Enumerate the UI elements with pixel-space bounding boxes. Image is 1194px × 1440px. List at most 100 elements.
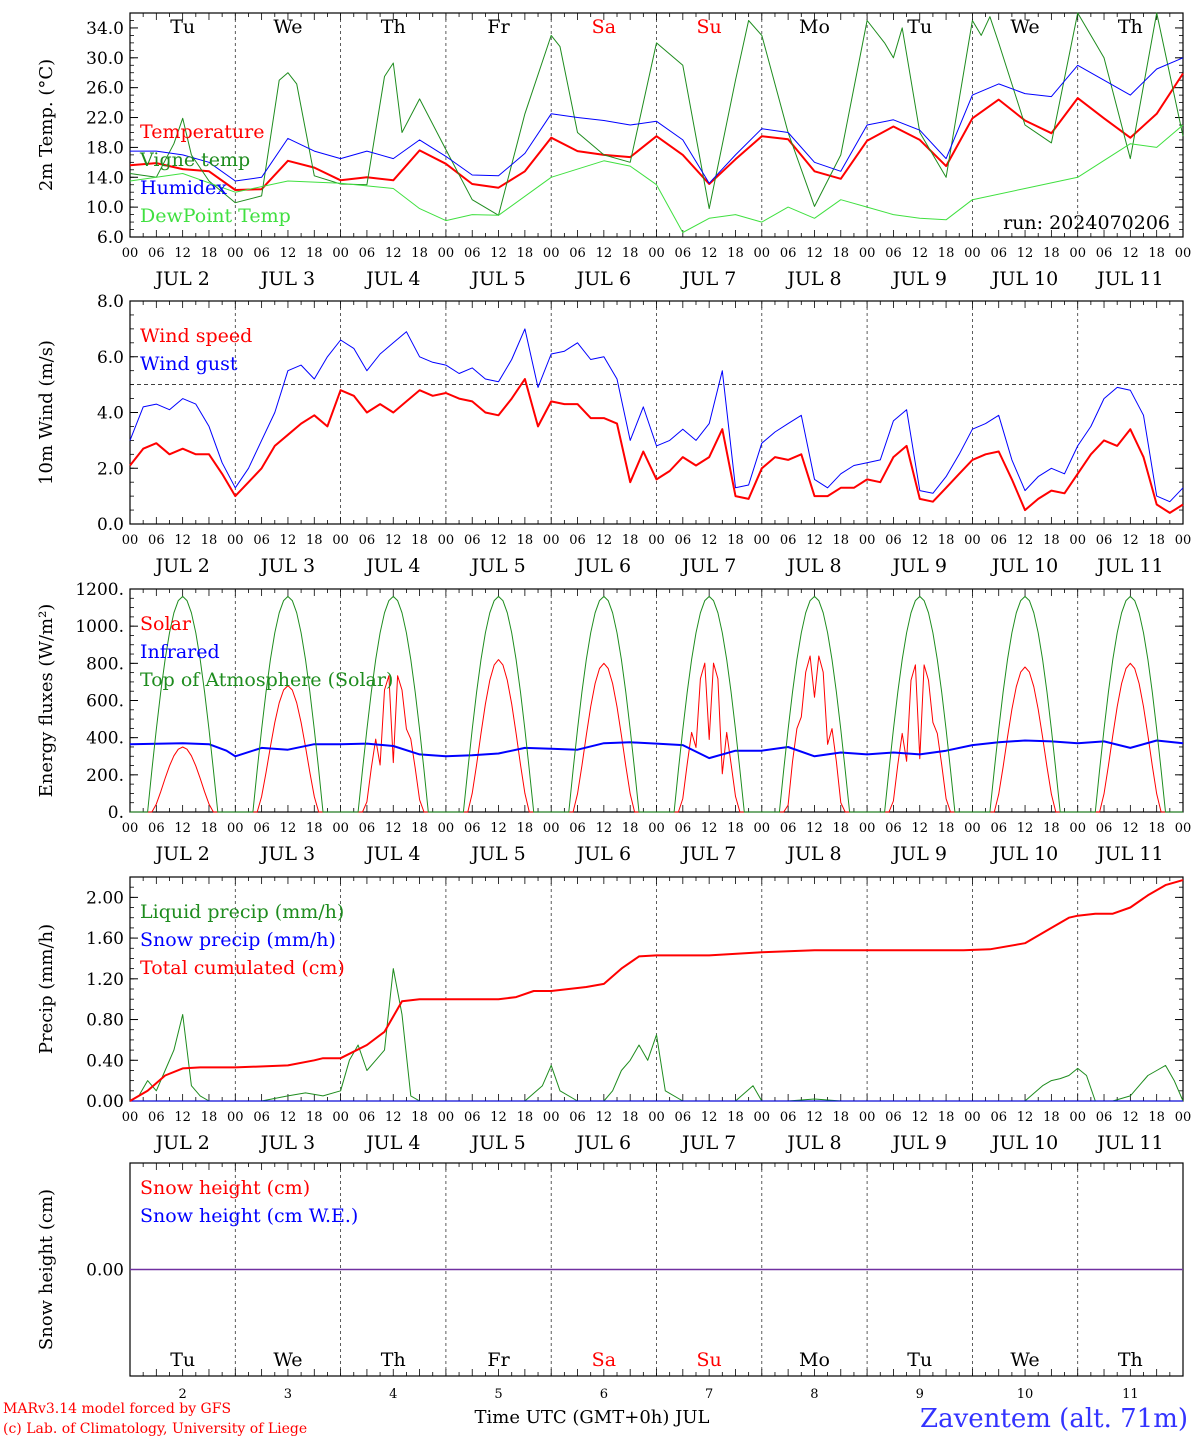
date-label: JUL 8 [785, 268, 841, 290]
hour-label: 12 [1122, 246, 1139, 261]
hour-label: 18 [622, 246, 639, 261]
hour-label: 06 [1096, 246, 1113, 261]
hour-label: 18 [622, 821, 639, 836]
hour-label: 06 [675, 533, 692, 548]
date-label: JUL 4 [364, 268, 420, 290]
hour-label: 18 [727, 821, 744, 836]
hour-label: 06 [990, 533, 1007, 548]
series-temperature [129, 72, 1184, 191]
hour-label: 00 [648, 821, 665, 836]
date-label: JUL 11 [1095, 843, 1163, 865]
day-abbr: Tu [907, 16, 932, 38]
hour-label: 00 [227, 246, 244, 261]
date-label: JUL 11 [1095, 268, 1163, 290]
date-label: JUL 6 [575, 555, 631, 577]
hour-label: 12 [385, 1110, 402, 1125]
hour-label: 12 [490, 246, 507, 261]
day-abbr: Th [381, 1349, 406, 1371]
hour-label: 12 [490, 533, 507, 548]
y-tick-label: 400. [86, 729, 124, 749]
y-tick-label: 1.60 [86, 929, 124, 949]
y-tick-label: 600. [86, 692, 124, 712]
legend-vigne-temp: Vigne temp [139, 149, 250, 171]
hour-label: 00 [964, 1110, 981, 1125]
hour-label: 00 [438, 533, 455, 548]
day-abbr: Tu [170, 16, 195, 38]
y-tick-label: 18.0 [86, 138, 124, 158]
day-number: 6 [600, 1387, 608, 1402]
day-abbr: We [273, 1349, 302, 1371]
date-label: JUL 8 [785, 843, 841, 865]
date-label: JUL 11 [1095, 555, 1163, 577]
hour-label: 18 [622, 1110, 639, 1125]
hour-label: 18 [517, 1110, 534, 1125]
hour-label: 12 [385, 246, 402, 261]
date-label: JUL 7 [680, 1132, 736, 1154]
hour-label: 00 [438, 821, 455, 836]
hour-label: 12 [596, 1110, 613, 1125]
hour-label: 00 [438, 1110, 455, 1125]
hour-label: 00 [122, 246, 139, 261]
hour-label: 18 [201, 246, 218, 261]
day-abbr: Fr [487, 16, 510, 38]
hour-label: 00 [1175, 533, 1192, 548]
hour-label: 06 [464, 246, 481, 261]
hour-label: 00 [859, 1110, 876, 1125]
legend-top-of-atmosphere-solar: Top of Atmosphere (Solar) [140, 669, 393, 691]
hour-label: 18 [938, 1110, 955, 1125]
hour-label: 00 [332, 533, 349, 548]
date-label: JUL 9 [891, 555, 947, 577]
hour-label: 00 [332, 1110, 349, 1125]
hour-label: 06 [359, 1110, 376, 1125]
hour-label: 00 [1069, 1110, 1086, 1125]
hour-label: 06 [675, 246, 692, 261]
hour-label: 18 [833, 246, 850, 261]
hour-label: 12 [911, 1110, 928, 1125]
hour-label: 06 [148, 1110, 165, 1125]
legend-wind-speed: Wind speed [140, 325, 252, 347]
series-humidex [130, 57, 1184, 184]
hour-label: 00 [1069, 821, 1086, 836]
legend-temperature: Temperature [140, 121, 264, 143]
y-tick-label: 0.00 [86, 1261, 124, 1281]
hour-label: 06 [885, 533, 902, 548]
hour-label: 12 [701, 533, 718, 548]
hour-label: 00 [543, 533, 560, 548]
model-credit-line2: (c) Lab. of Climatology, University of L… [3, 1421, 307, 1437]
day-abbr: Th [381, 16, 406, 38]
hour-label: 06 [675, 821, 692, 836]
hour-label: 00 [1069, 246, 1086, 261]
y-axis-label: Energy fluxes (W/m²) [36, 604, 57, 798]
date-label: JUL 9 [891, 843, 947, 865]
hour-label: 18 [727, 246, 744, 261]
date-label: JUL 5 [469, 268, 525, 290]
day-abbr: Su [697, 1349, 722, 1371]
hour-label: 00 [964, 821, 981, 836]
date-label: JUL 7 [680, 843, 736, 865]
day-number: 9 [916, 1387, 924, 1402]
hour-label: 12 [280, 1110, 297, 1125]
date-label: JUL 5 [469, 555, 525, 577]
hour-label: 00 [648, 246, 665, 261]
legend-snow-height-cm: Snow height (cm) [140, 1177, 310, 1199]
day-number: 8 [810, 1387, 818, 1402]
hour-label: 06 [253, 1110, 270, 1125]
hour-label: 06 [148, 246, 165, 261]
date-label: JUL 10 [990, 268, 1058, 290]
hour-label: 06 [359, 533, 376, 548]
hour-label: 00 [122, 821, 139, 836]
legend-humidex: Humidex [140, 177, 227, 199]
panel-3: 0. 200. 400. 600. 800. 1000. 1200. Energy fluxe… [36, 580, 1191, 865]
hour-label: 06 [885, 246, 902, 261]
hour-label: 12 [280, 246, 297, 261]
hour-label: 00 [543, 821, 560, 836]
hour-label: 12 [280, 533, 297, 548]
date-label: JUL 2 [153, 555, 209, 577]
hour-label: 00 [859, 821, 876, 836]
hour-label: 00 [1175, 1110, 1192, 1125]
hour-label: 00 [227, 533, 244, 548]
time-axis-label: Time UTC (GMT+0h) JUL [475, 1407, 710, 1428]
hour-label: 00 [332, 246, 349, 261]
date-label: JUL 3 [259, 1132, 315, 1154]
